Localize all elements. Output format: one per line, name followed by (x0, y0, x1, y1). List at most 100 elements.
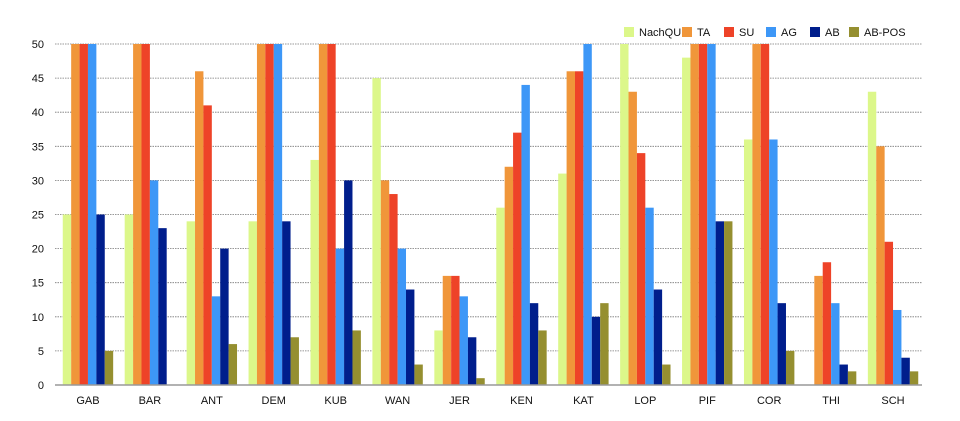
y-tick-label: 15 (32, 278, 44, 290)
x-tick-label: LOP (634, 395, 656, 407)
bar-su-ant (203, 105, 212, 385)
bar-ab-pos-ant (228, 344, 238, 385)
y-tick-label: 45 (32, 73, 44, 85)
y-tick-label: 25 (32, 210, 44, 222)
legend-label-nachqu: NachQU (639, 27, 681, 39)
x-tick-label: GAB (76, 395, 99, 407)
y-tick-label: 40 (32, 107, 44, 119)
bar-ab-jer (467, 337, 477, 385)
bar-ag-lop (645, 207, 654, 385)
bar-su-bar (141, 44, 150, 385)
legend-label-ta: TA (697, 27, 711, 39)
legend-label-ab: AB (825, 27, 840, 39)
bar-ta-kub (318, 44, 328, 385)
x-tick-label: SCH (881, 395, 904, 407)
x-tick-label: THI (822, 395, 840, 407)
legend-swatch-ab (810, 27, 820, 37)
bar-ag-wan (397, 248, 407, 385)
bar-ab-dem (282, 221, 291, 385)
x-tick-label: DEM (262, 395, 286, 407)
y-tick-label: 20 (32, 244, 44, 256)
bar-ag-thi (831, 303, 840, 385)
bar-nachqu-cor (743, 139, 753, 385)
bar-ag-kat (583, 44, 592, 385)
bar-ta-thi (814, 275, 823, 385)
bar-su-kub (327, 44, 336, 385)
bar-ta-dem (256, 44, 266, 385)
legend-label-su: SU (739, 27, 754, 39)
bar-ag-dem (273, 44, 283, 385)
bar-ab-kat (591, 316, 601, 385)
bar-ta-lop (628, 91, 637, 386)
bar-su-gab (79, 44, 88, 385)
bar-ta-ken (504, 166, 514, 385)
legend-label-ag: AG (781, 27, 797, 39)
bar-nachqu-bar (124, 214, 134, 385)
bar-ta-wan (380, 180, 390, 385)
bar-nachqu-kub (310, 159, 319, 385)
bar-ab-thi (839, 364, 848, 385)
bar-ta-cor (752, 44, 761, 385)
bar-ab-pos-jer (476, 378, 485, 385)
bar-ta-pif (690, 44, 699, 385)
bar-ta-gab (71, 44, 80, 385)
bar-ab-pos-gab (104, 350, 114, 385)
bar-ab-cor (777, 303, 786, 385)
legend-swatch-su (724, 27, 734, 37)
bar-su-ken (513, 132, 522, 385)
bar-ab-pos-wan (414, 364, 423, 385)
bar-ag-bar (149, 180, 159, 385)
bar-ab-pos-pif (724, 221, 733, 385)
x-tick-label: BAR (139, 395, 162, 407)
bar-su-sch (884, 241, 894, 385)
bar-nachqu-dem (248, 221, 257, 385)
bar-ta-sch (876, 146, 885, 385)
x-tick-label: ANT (201, 395, 223, 407)
legend-swatch-nachqu (624, 27, 634, 37)
y-tick-label: 35 (32, 141, 44, 153)
bar-ab-pos-dem (290, 337, 299, 385)
bar-ab-pos-lop (662, 364, 671, 385)
x-tick-label: KEN (510, 395, 533, 407)
x-tick-label: WAN (385, 395, 410, 407)
legend-label-ab-pos: AB-POS (864, 27, 906, 39)
bar-nachqu-sch (867, 91, 877, 386)
bar-ta-jer (442, 275, 452, 385)
bar-nachqu-wan (372, 78, 381, 385)
bar-ta-bar (133, 44, 142, 385)
bar-ag-ken (521, 84, 530, 386)
y-tick-label: 30 (32, 175, 44, 187)
bar-ab-pos-cor (785, 350, 795, 385)
x-tick-label: JER (449, 395, 470, 407)
y-tick-label: 5 (38, 346, 44, 358)
bar-su-jer (451, 275, 460, 385)
bar-ab-ant (220, 248, 229, 385)
bar-ag-kub (335, 248, 345, 385)
bar-ag-gab (87, 44, 97, 385)
legend-swatch-ag (766, 27, 776, 37)
bar-ag-ant (211, 296, 221, 385)
bar-su-lop (636, 153, 646, 385)
x-tick-label: KUB (324, 395, 347, 407)
bar-nachqu-kat (558, 173, 567, 385)
bar-ab-kub (344, 180, 353, 385)
bar-su-wan (389, 194, 398, 385)
bar-ta-kat (566, 71, 575, 385)
bar-ag-jer (459, 296, 468, 385)
legend-swatch-ab-pos (849, 27, 859, 37)
x-tick-label: COR (757, 395, 782, 407)
bar-ab-wan (406, 289, 415, 385)
legend-swatch-ta (682, 27, 692, 37)
bar-nachqu-jer (434, 330, 443, 385)
bar-su-kat (574, 71, 584, 385)
bar-su-dem (265, 44, 274, 385)
bar-ab-pos-thi (847, 371, 857, 385)
bar-ab-pif (715, 221, 725, 385)
bar-ab-sch (901, 357, 910, 385)
bar-ab-pos-kat (600, 303, 609, 385)
bar-ag-sch (893, 309, 902, 385)
bar-su-cor (760, 44, 770, 385)
bar-ab-pos-kub (352, 330, 361, 385)
bar-nachqu-ken (496, 207, 505, 385)
